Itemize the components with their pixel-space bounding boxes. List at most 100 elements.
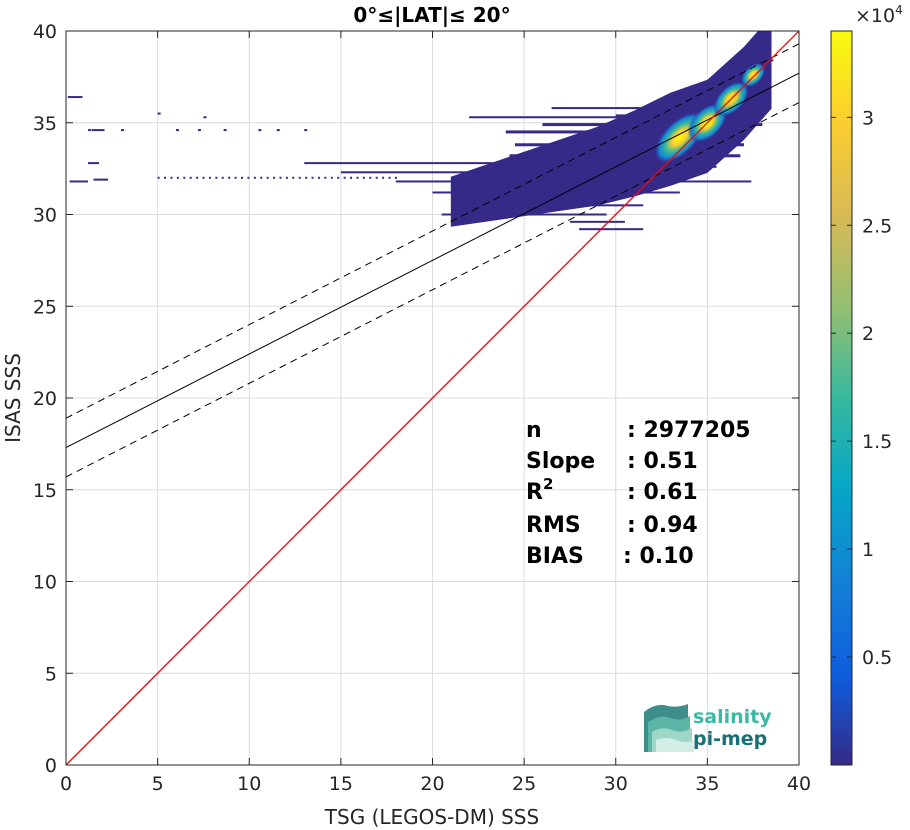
density-streak: [542, 123, 763, 127]
density-point: [221, 176, 224, 179]
density-point: [223, 129, 227, 132]
line-one-to-one: [66, 31, 799, 765]
stat-label: RMS: [526, 513, 581, 538]
stat-label: Slope: [526, 449, 595, 474]
density-point: [157, 112, 161, 115]
density-point: [87, 129, 91, 132]
salinity-pi-mep-logo: salinity pi-mep: [644, 704, 772, 752]
y-tick-label: 5: [45, 663, 57, 685]
density-point: [208, 176, 211, 179]
density-point: [276, 129, 280, 132]
density-point: [382, 176, 385, 179]
colorbar-tick-label: 1: [862, 539, 874, 561]
density-point: [285, 176, 288, 179]
density-streak: [340, 171, 653, 174]
density-streak: [469, 116, 754, 119]
x-tick-label: 15: [329, 773, 353, 795]
density-region: [450, 31, 772, 227]
density-point: [87, 162, 99, 165]
stat-value: : 0.10: [623, 544, 694, 569]
logo-text-line2: pi-mep: [693, 728, 767, 750]
density-point: [388, 176, 391, 179]
x-tick-label: 40: [787, 773, 811, 795]
density-point: [375, 176, 378, 179]
density-point: [157, 176, 160, 179]
density-point: [304, 129, 308, 132]
y-tick-label: 40: [33, 21, 57, 43]
density-point: [170, 176, 173, 179]
x-tick-label: 35: [695, 773, 719, 795]
stat-value: : 0.61: [627, 480, 698, 505]
density-streak: [450, 185, 616, 188]
colorbar-exponent-power: 4: [895, 3, 903, 17]
density-point: [234, 176, 237, 179]
density-core: [740, 62, 766, 88]
y-tick-label: 15: [33, 480, 57, 502]
density-point: [228, 176, 231, 179]
x-tick-label: 5: [152, 773, 164, 795]
colorbar-exponent: ×104: [855, 3, 903, 27]
density-point: [305, 176, 308, 179]
x-tick-label: 30: [604, 773, 628, 795]
density-point: [292, 176, 295, 179]
density-streak: [432, 191, 680, 194]
x-tick-label: 20: [420, 773, 444, 795]
density-streak: [395, 180, 752, 183]
density-streak: [514, 143, 745, 147]
density-point: [176, 176, 179, 179]
wave-logo-icon: [644, 704, 694, 752]
density-streak: [441, 213, 607, 216]
y-tick-label: 25: [33, 296, 57, 318]
y-axis-label: ISAS SSS: [1, 353, 25, 443]
colorbar-tick-label: 2.5: [862, 215, 892, 237]
density-streak: [670, 92, 748, 95]
density-point: [260, 176, 263, 179]
density-point: [196, 176, 199, 179]
density-point: [298, 176, 301, 179]
density-point: [69, 180, 88, 183]
density-point: [337, 176, 340, 179]
y-tick-label: 30: [33, 205, 57, 227]
density-point: [253, 176, 256, 179]
density-point: [175, 129, 179, 132]
density-streak: [569, 220, 625, 223]
density-point: [362, 176, 365, 179]
density-point: [343, 176, 346, 179]
colorbar: 0.5 1 1.5 2 2.5 3 ×104: [830, 3, 903, 766]
line-upper-bound: [66, 43, 799, 419]
density-point: [202, 176, 205, 179]
density-streak: [744, 59, 774, 62]
density-point: [247, 176, 250, 179]
density-streak: [469, 204, 644, 207]
density-point: [273, 176, 276, 179]
stat-label-superscript: 2: [543, 475, 553, 493]
chart-title: 0°≤|LAT|≤ 20°: [353, 3, 510, 27]
colorbar-tick-label: 2: [862, 323, 874, 345]
density-point: [279, 176, 282, 179]
density-streak: [551, 107, 699, 110]
colorbar-exponent-base: ×10: [855, 5, 895, 27]
density-point: [183, 176, 186, 179]
density-point: [67, 96, 83, 99]
colorbar-tick-label: 0.5: [862, 647, 892, 669]
density-cloud: [67, 31, 774, 231]
fit-lines: [66, 31, 799, 765]
line-lower-bound: [66, 102, 799, 478]
density-point: [350, 176, 353, 179]
density-point: [394, 176, 397, 179]
colorbar-gradient: [830, 30, 853, 766]
y-tick-label: 10: [33, 572, 57, 594]
density-streak: [579, 228, 644, 231]
stat-label: n: [526, 418, 542, 443]
density-point: [215, 176, 218, 179]
density-point: [164, 176, 167, 179]
density-point: [93, 178, 109, 181]
density-point: [203, 116, 207, 119]
density-point: [258, 129, 262, 132]
line-regression: [66, 72, 799, 448]
density-point: [324, 176, 327, 179]
density-point: [311, 176, 314, 179]
density-point: [356, 176, 359, 179]
density-point: [120, 129, 124, 132]
